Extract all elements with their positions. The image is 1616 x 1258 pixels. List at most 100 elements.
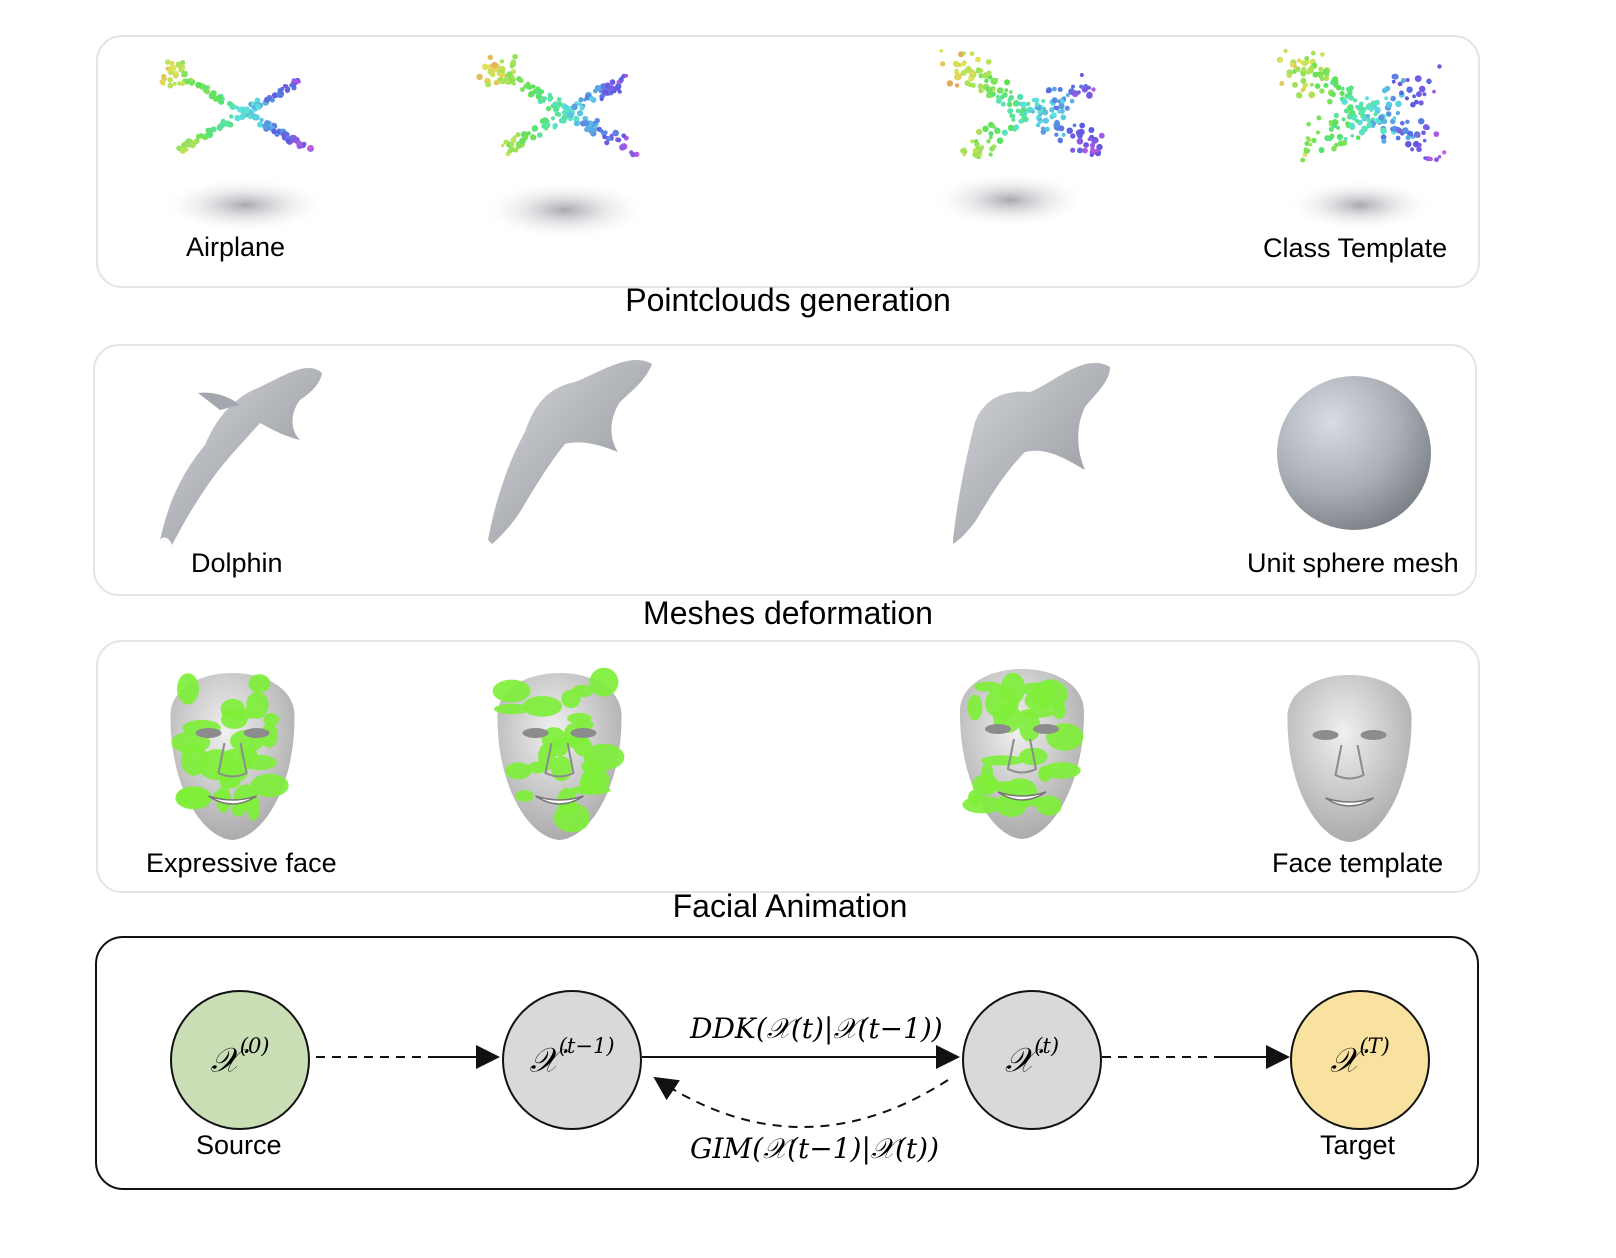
point xyxy=(962,152,967,157)
point xyxy=(978,88,984,94)
point xyxy=(1061,132,1066,137)
point xyxy=(491,61,498,69)
point xyxy=(239,114,245,121)
point xyxy=(1020,101,1027,108)
point xyxy=(1088,127,1095,133)
point xyxy=(1296,92,1303,99)
point xyxy=(616,137,622,143)
point xyxy=(1418,85,1426,93)
point xyxy=(1353,98,1358,103)
point xyxy=(578,102,582,107)
point xyxy=(1077,147,1083,154)
point xyxy=(1434,157,1439,163)
point xyxy=(528,90,535,97)
point xyxy=(1283,48,1288,54)
mouth xyxy=(208,795,257,805)
point xyxy=(962,51,966,56)
point xyxy=(1341,117,1346,122)
point xyxy=(599,129,604,134)
point xyxy=(556,112,562,117)
point xyxy=(970,71,975,76)
point xyxy=(298,141,302,146)
point xyxy=(1380,127,1387,135)
point xyxy=(1079,73,1084,77)
diffusion-graph-panel xyxy=(95,936,1479,1190)
point xyxy=(545,105,552,112)
pointclouds-caption: Pointclouds generation xyxy=(625,282,951,318)
nose xyxy=(1334,744,1365,780)
point xyxy=(1361,125,1368,133)
point xyxy=(1331,145,1337,152)
pointcloud-step-1 xyxy=(476,53,650,240)
point xyxy=(557,101,563,107)
point xyxy=(512,53,518,60)
point xyxy=(211,94,217,100)
node-source-symbol: 𝒳 xyxy=(210,1040,240,1081)
point xyxy=(217,95,223,101)
point xyxy=(985,59,992,65)
point xyxy=(970,139,975,144)
point xyxy=(1086,85,1091,90)
point xyxy=(509,64,514,69)
point xyxy=(1038,120,1043,124)
nose xyxy=(217,742,248,778)
point xyxy=(1300,77,1307,84)
point xyxy=(180,142,187,149)
point xyxy=(615,86,621,91)
point xyxy=(172,81,177,86)
point xyxy=(1012,100,1020,107)
point xyxy=(476,73,483,81)
point xyxy=(1310,50,1316,56)
point xyxy=(1341,98,1348,105)
mesh-step-1 xyxy=(488,360,652,544)
point xyxy=(567,111,574,118)
green-region xyxy=(246,795,260,821)
point xyxy=(1392,116,1397,120)
point xyxy=(482,63,489,71)
point xyxy=(594,85,602,92)
point xyxy=(518,78,524,83)
pointcloud-airplane xyxy=(159,59,330,233)
point xyxy=(954,83,960,88)
unit-sphere-mesh xyxy=(1277,376,1431,530)
green-region xyxy=(980,755,1025,766)
point xyxy=(1347,104,1354,111)
point xyxy=(185,78,191,85)
pointcloud-class-template xyxy=(1276,48,1447,231)
point xyxy=(621,133,626,138)
point xyxy=(271,128,277,135)
point xyxy=(1040,129,1046,135)
pointcloud-step-2 xyxy=(930,49,1105,228)
point xyxy=(1412,94,1416,99)
point xyxy=(253,114,260,121)
point xyxy=(1428,156,1433,162)
point xyxy=(547,92,552,97)
point xyxy=(271,92,279,99)
point xyxy=(1365,113,1371,119)
point xyxy=(1437,155,1442,159)
mouth xyxy=(997,791,1047,801)
point xyxy=(1391,125,1398,132)
point xyxy=(1077,133,1083,139)
point xyxy=(946,80,954,87)
point xyxy=(969,51,975,57)
point xyxy=(1007,124,1015,132)
right-eye xyxy=(1360,730,1387,740)
point xyxy=(1066,127,1073,134)
left-eye xyxy=(195,728,222,738)
point xyxy=(602,134,607,140)
point xyxy=(1052,86,1057,92)
point xyxy=(1423,156,1427,160)
point xyxy=(1333,82,1338,88)
point xyxy=(1079,122,1086,129)
point xyxy=(167,77,173,83)
node-target-symbol: 𝒳 xyxy=(1330,1040,1360,1081)
point xyxy=(1304,56,1310,61)
point xyxy=(1312,62,1318,68)
point xyxy=(1058,98,1065,105)
point xyxy=(579,105,585,111)
point xyxy=(576,110,584,117)
point xyxy=(603,130,608,135)
point xyxy=(180,81,185,87)
